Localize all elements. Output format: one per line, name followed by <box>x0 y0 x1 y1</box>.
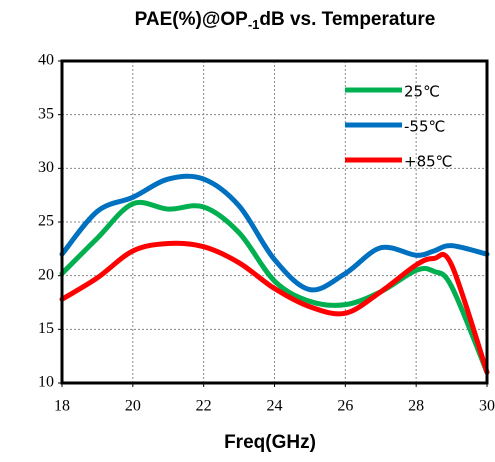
title-part: dB vs. Temperature <box>259 9 435 30</box>
x-tick-label: 24 <box>267 398 283 415</box>
y-tick-label: 20 <box>38 266 54 283</box>
y-tick-label: 25 <box>38 213 54 230</box>
x-axis-label: Freq(GHz) <box>224 432 316 453</box>
y-tick-label: 35 <box>38 105 54 122</box>
legend-label: -55℃ <box>404 118 445 136</box>
x-tick-label: 28 <box>408 398 424 415</box>
title-subscript: -1 <box>248 17 260 32</box>
series-line <box>59 240 490 375</box>
x-tick-label: 18 <box>54 398 70 415</box>
series-line <box>59 199 490 375</box>
y-tick-label: 40 <box>38 52 54 69</box>
x-tick-label: 30 <box>479 398 495 415</box>
title-part: PAE(%)@OP <box>135 9 249 30</box>
legend-label: 25℃ <box>404 83 440 101</box>
legend-label: +85℃ <box>404 153 453 171</box>
y-tick-label: 30 <box>38 159 54 176</box>
plot-frame <box>60 59 489 385</box>
x-tick-label: 26 <box>337 398 353 415</box>
chart-title: PAE(%)@OP-1dB vs. Temperature <box>135 9 436 32</box>
y-tick-label: 10 <box>38 374 54 391</box>
series-line <box>59 173 490 293</box>
y-tick-label: 15 <box>38 320 54 337</box>
x-tick-label: 20 <box>125 398 141 415</box>
x-tick-label: 22 <box>196 398 212 415</box>
